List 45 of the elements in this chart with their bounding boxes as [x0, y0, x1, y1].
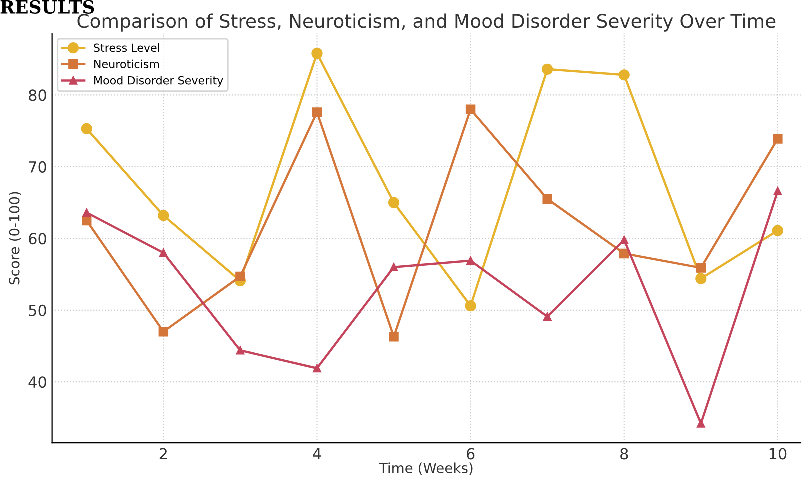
y-tick-label: 80: [29, 90, 46, 102]
x-tick-label: 6: [467, 448, 475, 460]
y-axis-title: Score (0-100): [9, 192, 22, 285]
point: [158, 210, 170, 222]
point: [82, 208, 92, 218]
point: [159, 248, 168, 258]
legend-label: Stress Level: [94, 44, 160, 52]
chart-title: Comparison of Stress, Neuroticism, and Mood Disorder Severity Over Time: [78, 14, 776, 32]
y-tick-label: 40: [28, 376, 46, 388]
point: [390, 263, 398, 272]
point: [312, 108, 322, 118]
x-tick-label: 10: [770, 448, 787, 460]
legend-label: Mood Disorder Severity: [94, 76, 224, 87]
y-tick-label: 70: [29, 161, 46, 173]
x-tick-label: 2: [160, 448, 167, 460]
point: [772, 225, 784, 236]
point: [81, 123, 92, 134]
point: [465, 300, 476, 312]
point: [236, 346, 245, 355]
point: [696, 273, 707, 284]
point: [696, 420, 706, 428]
point: [466, 256, 475, 266]
point: [236, 272, 246, 282]
point: [158, 327, 169, 337]
point: [774, 187, 782, 196]
point: [313, 364, 322, 373]
point: [618, 70, 630, 81]
point: [389, 332, 399, 342]
text: RESULTS: [0, 0, 94, 14]
point: [543, 312, 552, 322]
point: [696, 263, 706, 273]
point: [312, 48, 323, 60]
point: [542, 194, 552, 204]
y-tick-label: 60: [29, 233, 46, 245]
point: [773, 134, 783, 144]
point: [620, 248, 630, 259]
x-axis-title: Time (Weeks): [379, 462, 473, 476]
legend-label: Neuroticism: [94, 60, 160, 68]
point: [542, 64, 554, 75]
x-tick-label: 4: [313, 448, 322, 460]
point: [388, 197, 400, 208]
point: [466, 104, 476, 114]
x-tick-label: 8: [620, 448, 628, 460]
y-tick-label: 50: [29, 304, 46, 316]
point: [620, 236, 629, 244]
